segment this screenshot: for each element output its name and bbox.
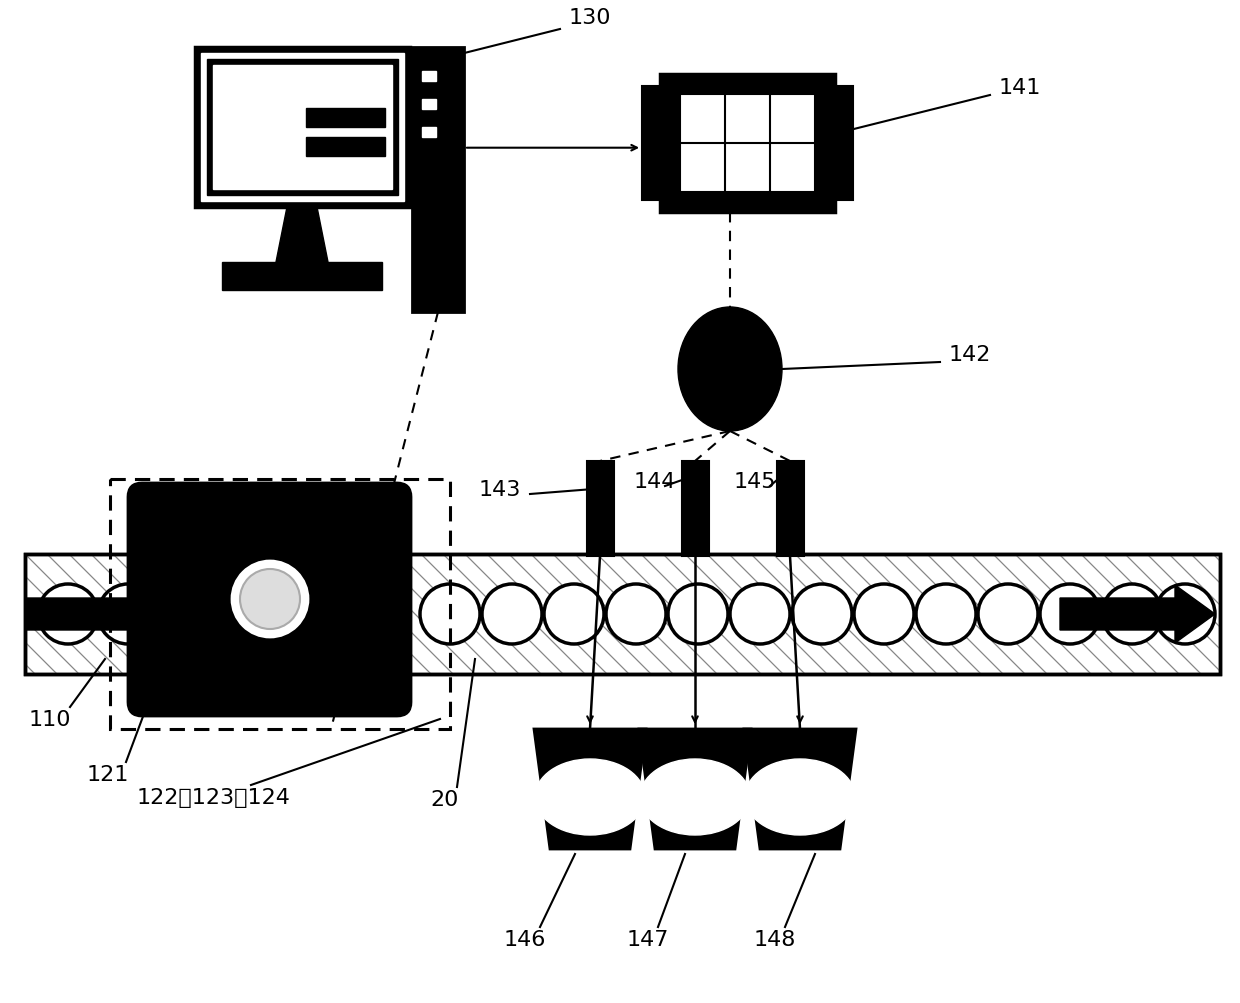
Bar	[682, 461, 709, 557]
Circle shape	[544, 585, 604, 644]
Bar	[835, 87, 853, 201]
Circle shape	[420, 585, 480, 644]
Ellipse shape	[678, 308, 782, 431]
Bar	[213, 66, 392, 190]
Ellipse shape	[640, 759, 750, 835]
Bar	[680, 95, 815, 193]
Bar	[110, 479, 450, 729]
Text: 143: 143	[479, 479, 521, 499]
Bar	[201, 54, 404, 202]
Circle shape	[98, 585, 157, 644]
Circle shape	[38, 585, 98, 644]
Bar	[777, 461, 804, 557]
Text: 141: 141	[998, 78, 1042, 98]
Text: 122、123、124: 122、123、124	[136, 787, 290, 807]
Circle shape	[157, 585, 218, 644]
Text: 146: 146	[503, 929, 546, 949]
Bar	[306, 137, 384, 156]
Circle shape	[241, 570, 300, 629]
FancyArrow shape	[1060, 586, 1215, 643]
Bar	[422, 127, 436, 137]
Circle shape	[1154, 585, 1215, 644]
Ellipse shape	[745, 759, 856, 835]
FancyArrow shape	[25, 586, 180, 643]
Bar	[306, 109, 384, 127]
Circle shape	[730, 585, 790, 644]
Bar	[642, 87, 660, 201]
Polygon shape	[639, 729, 751, 850]
Text: 142: 142	[949, 345, 991, 365]
Text: 145: 145	[734, 471, 776, 491]
Bar	[195, 48, 410, 208]
Circle shape	[1102, 585, 1162, 644]
Bar	[207, 60, 398, 196]
Text: 130: 130	[569, 8, 611, 28]
Text: 110: 110	[29, 709, 71, 729]
Text: 121: 121	[87, 764, 129, 784]
Circle shape	[1040, 585, 1100, 644]
Circle shape	[854, 585, 914, 644]
Text: 20: 20	[430, 789, 459, 809]
Bar	[660, 75, 835, 213]
Bar	[587, 461, 614, 557]
Bar	[25, 555, 1220, 674]
Circle shape	[668, 585, 728, 644]
Polygon shape	[534, 729, 646, 850]
Ellipse shape	[534, 759, 645, 835]
Circle shape	[792, 585, 852, 644]
Circle shape	[232, 562, 308, 637]
Polygon shape	[744, 729, 856, 850]
Bar	[25, 555, 1220, 674]
FancyBboxPatch shape	[128, 483, 410, 716]
Bar	[422, 72, 436, 82]
Text: 147: 147	[626, 929, 670, 949]
Bar	[422, 100, 436, 110]
Circle shape	[482, 585, 542, 644]
Circle shape	[606, 585, 666, 644]
Circle shape	[978, 585, 1038, 644]
Bar	[222, 263, 382, 291]
Circle shape	[916, 585, 976, 644]
Bar	[412, 48, 464, 313]
Polygon shape	[277, 208, 329, 263]
Text: 144: 144	[634, 471, 676, 491]
Text: 148: 148	[754, 929, 796, 949]
